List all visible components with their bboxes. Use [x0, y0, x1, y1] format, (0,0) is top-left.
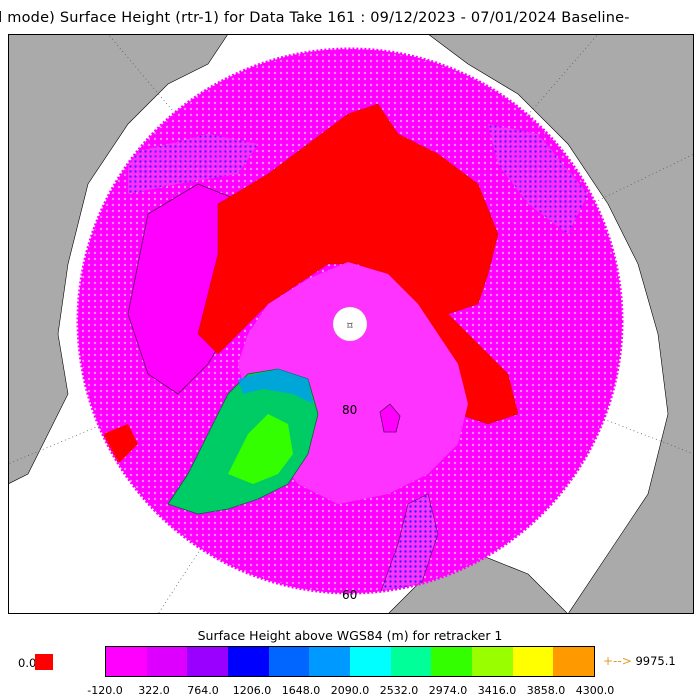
colorbar-swatch-0	[106, 647, 147, 676]
colorbar-swatch-3	[228, 647, 269, 676]
colorbar-tick-label: 3416.0	[477, 684, 517, 697]
disk-edge	[76, 47, 624, 595]
colorbar-swatch-8	[431, 647, 473, 676]
siberian-coast-blue	[488, 124, 588, 234]
colorbar-tick-label: 2532.0	[379, 684, 419, 697]
lat-label-60: 60	[342, 588, 357, 602]
colorbar-swatch-10	[512, 647, 554, 676]
map-border	[8, 34, 694, 614]
colorbar-tick-label: 4300.0	[575, 684, 615, 697]
colorbar-tick-label: 1648.0	[281, 684, 321, 697]
nodata-label: 0.0	[18, 656, 37, 670]
pole-hole	[332, 306, 368, 342]
colorbar-tick-label: 3858.0	[526, 684, 566, 697]
colorbar-tick-label: 764.0	[187, 684, 219, 697]
colorbar-swatch-9	[472, 647, 513, 676]
alaska-coast-blue	[128, 134, 258, 194]
lat-label-80: 80	[342, 403, 357, 417]
colorbar-tick-label: 2090.0	[330, 684, 370, 697]
colorbar-tick-label: -120.0	[87, 684, 123, 697]
greenland-margin	[238, 369, 313, 404]
colorbar-swatch-7	[390, 647, 432, 676]
colorbar-tick-label: 1206.0	[232, 684, 272, 697]
colorbar-ticks: -120.0 322.0 764.0 1206.0 1648.0 2090.0 2532.0…	[87, 684, 614, 698]
colorbar-swatch-2	[187, 647, 229, 676]
greenland	[167, 368, 319, 515]
colorbar-swatch-1	[146, 647, 188, 676]
greenland-summit	[228, 414, 293, 484]
colorbar-swatch-4	[268, 647, 310, 676]
colorbar-legend: Surface Height above WGS84 (m) for retra…	[0, 620, 700, 700]
scandinavia-strip	[379, 493, 439, 593]
plot-title: ll mode) Surface Height (rtr-1) for Data…	[0, 10, 700, 32]
overflow-value: 9975.1	[635, 654, 676, 668]
overflow-arrow-icon: +-->	[603, 654, 632, 668]
polar-map-svg: ⌑ 80 60	[8, 34, 694, 614]
colorbar-swatch-11	[553, 647, 595, 676]
colorbar-tick-label: 2974.0	[428, 684, 468, 697]
plot-title-text: ll mode) Surface Height (rtr-1) for Data…	[0, 10, 630, 26]
colorbar-tick-label: 322.0	[138, 684, 170, 697]
land-north-america	[8, 34, 229, 485]
colorbar-swatch-6	[350, 647, 391, 676]
svalbard	[379, 403, 401, 433]
nodata-swatch	[35, 654, 53, 670]
land-eurasia	[427, 34, 694, 614]
colorbar-swatch-5	[309, 647, 351, 676]
overflow-indicator: +--> 9975.1	[603, 654, 676, 668]
colorbar-swatches	[105, 646, 595, 677]
pole-marker: ⌑	[347, 321, 353, 332]
legend-title: Surface Height above WGS84 (m) for retra…	[197, 628, 503, 643]
polar-map: ⌑ 80 60	[8, 34, 694, 614]
